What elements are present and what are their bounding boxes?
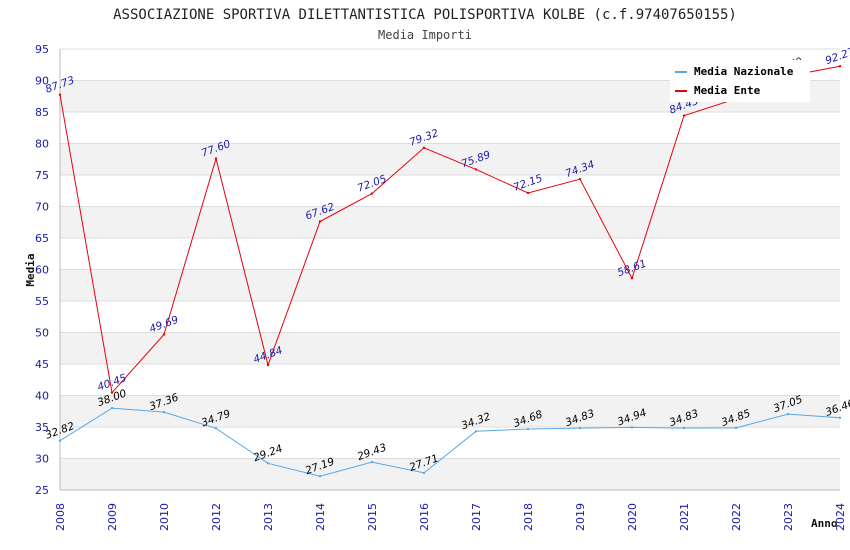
y-tick-label: 55 [35,295,49,308]
data-label-media-ente: 72.05 [356,173,389,195]
data-point-media-ente [578,177,582,181]
y-tick-label: 80 [35,138,49,151]
y-axis-title: Media [24,253,37,286]
data-point-media-nazionale [786,412,790,416]
y-tick-label: 85 [35,106,49,119]
grid-band [60,458,840,490]
data-point-media-ente [474,168,478,171]
data-point-media-nazionale [110,406,114,410]
y-tick-label: 70 [35,201,49,214]
data-point-media-ente [370,192,374,195]
legend-label-media-nazionale: Media Nazionale [694,65,794,78]
data-point-media-nazionale [422,471,426,475]
x-tick-label: 2021 [678,503,691,531]
x-tick-label: 2022 [730,503,743,531]
data-point-media-nazionale [526,427,530,431]
plot-background-bands [60,80,840,490]
x-tick-label: 2017 [470,503,483,531]
x-tick-label: 2014 [314,503,327,531]
y-tick-label: 35 [35,421,49,434]
y-tick-label: 60 [35,264,49,277]
series-line-media-ente [59,65,841,394]
data-point-media-nazionale [58,439,62,442]
y-tick-label: 30 [35,453,49,466]
x-tick-label: 2020 [626,503,639,531]
legend: Media Nazionale Media Ente [670,60,810,102]
y-tick-label: 90 [35,75,49,88]
grid-band [60,269,840,301]
data-point-media-ente [162,333,166,336]
data-point-media-nazionale [734,426,738,430]
data-point-media-nazionale [162,410,166,414]
x-tick-label: 2010 [158,503,171,531]
data-point-media-ente [110,391,114,394]
data-point-media-ente [214,157,218,160]
y-tick-label: 95 [35,43,49,56]
data-point-media-nazionale [370,460,374,464]
chart-title: ASSOCIAZIONE SPORTIVA DILETTANTISTICA PO… [113,7,737,23]
data-point-media-nazionale [214,427,218,430]
axes [59,49,840,491]
data-point-media-ente [422,146,426,149]
x-tick-label: 2024 [834,503,847,531]
data-point-media-nazionale [318,475,322,478]
grid-band [60,332,840,364]
grid-band [60,206,840,238]
y-tick-label: 45 [35,358,49,371]
y-tick-label: 75 [35,169,49,182]
series-line-media-nazionale [59,407,841,477]
y-tick-labels: 25 30 35 40 45 50 55 60 65 70 75 80 85 90 95 [35,43,49,497]
y-tick-label: 50 [35,327,49,340]
x-axis-title: Anno [811,517,838,530]
x-tick-label: 2023 [782,503,795,531]
grid-band [60,143,840,175]
x-tick-labels: 2008 2009 2010 2012 2013 2014 2015 2016 2017 2018… [54,503,847,531]
series-lines [58,64,842,478]
data-point-media-nazionale [266,462,270,465]
legend-box [670,60,810,102]
data-point-media-nazionale [838,416,842,420]
legend-label-media-ente: Media Ente [694,84,761,97]
grid-band [60,395,840,427]
x-tick-label: 2019 [574,503,587,531]
chart-subtitle: Media Importi [378,28,472,42]
x-tick-label: 2013 [262,503,275,531]
data-point-media-ente [526,191,530,195]
data-point-media-ente [682,114,686,117]
x-tick-label: 2015 [366,503,379,531]
data-point-media-ente [630,277,634,280]
data-point-media-nazionale [682,426,686,430]
data-point-media-ente [266,363,270,367]
x-tick-label: 2018 [522,503,535,531]
x-tick-label: 2016 [418,503,431,531]
data-point-media-nazionale [578,426,582,430]
y-tick-label: 40 [35,390,49,403]
data-point-media-nazionale [474,430,478,433]
data-point-media-ente [58,93,62,97]
x-tick-label: 2008 [54,503,67,531]
y-tick-label: 65 [35,232,49,245]
x-tick-label: 2009 [106,503,119,531]
x-tick-label: 2012 [210,503,223,531]
data-point-media-ente [838,64,842,68]
data-point-media-ente [318,220,322,223]
y-tick-label: 25 [35,484,49,497]
data-point-media-nazionale [630,426,634,429]
